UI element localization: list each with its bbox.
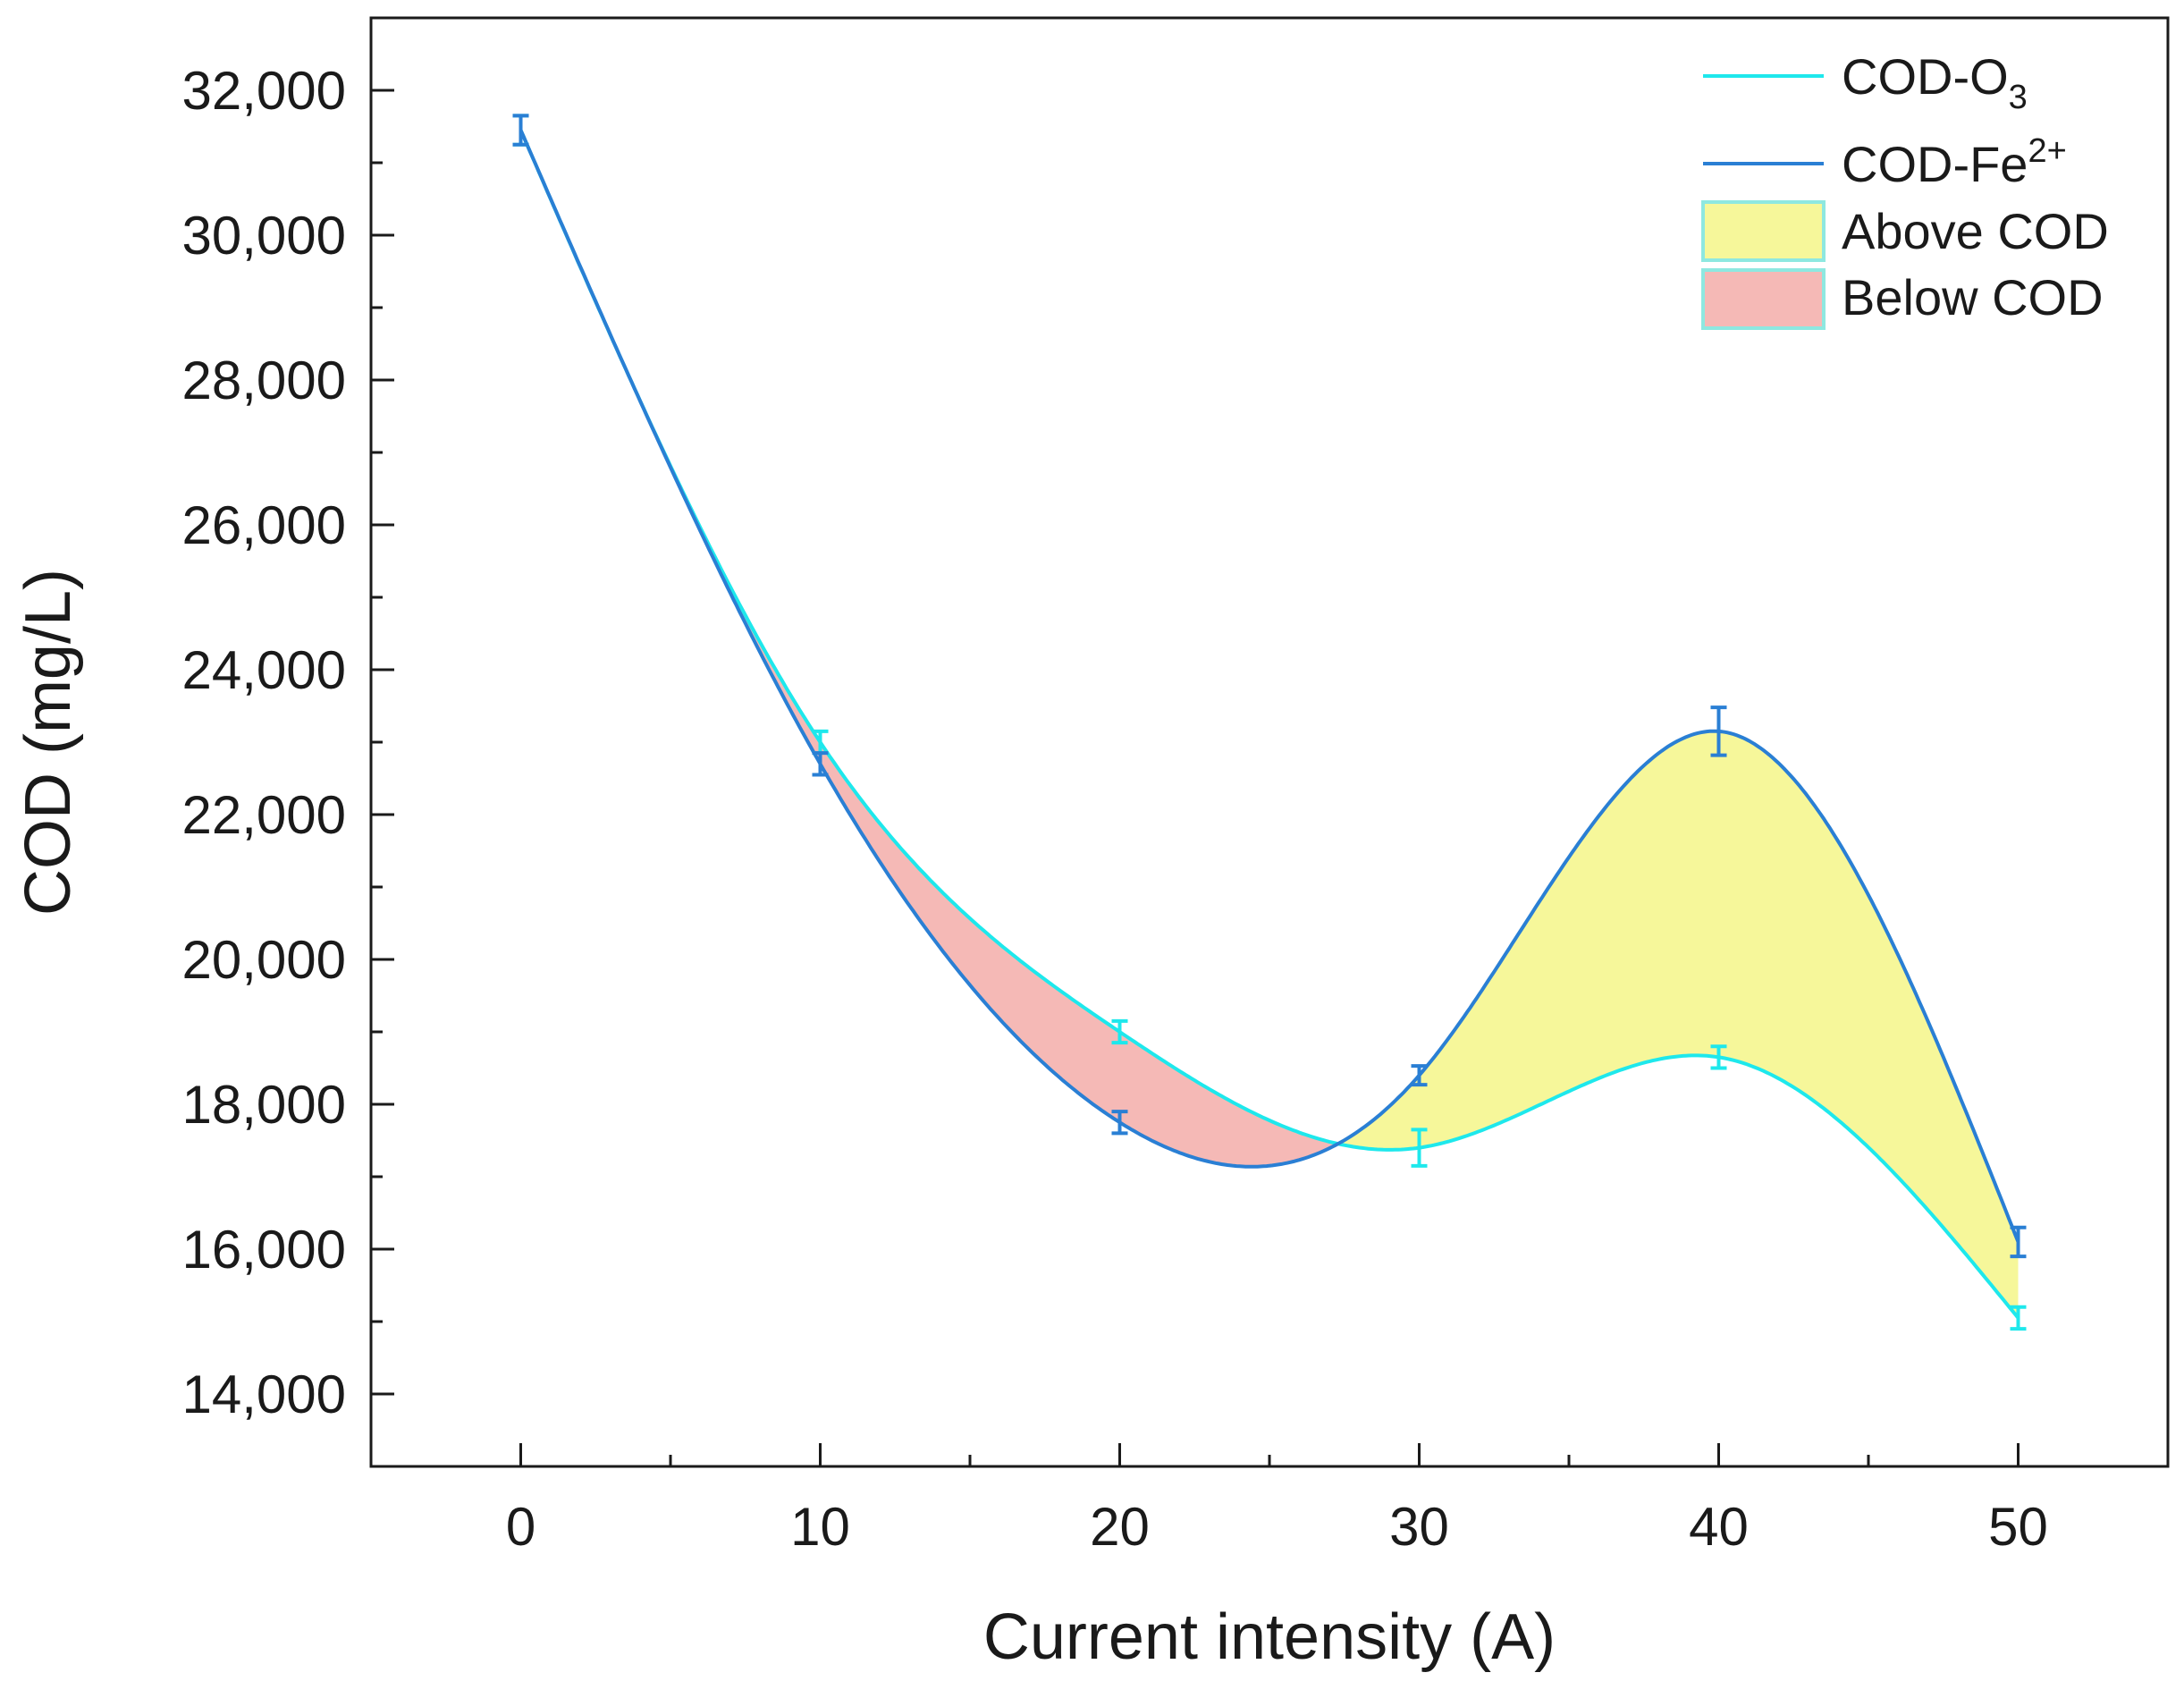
cod-fe-error-bar xyxy=(1710,705,1727,757)
legend-cod-fe-label: COD-Fe2+ xyxy=(1842,132,2067,192)
y-tick-label: 14,000 xyxy=(181,1364,346,1424)
y-tick-label: 22,000 xyxy=(181,785,346,845)
cod-fe-error-bar xyxy=(512,114,529,147)
y-tick-label: 16,000 xyxy=(181,1220,346,1280)
cod-o3-error-bar xyxy=(1111,1018,1128,1045)
y-tick-label: 32,000 xyxy=(181,61,346,121)
legend-below-cod-label: Below COD xyxy=(1842,269,2104,325)
cod-fe-error-bar xyxy=(1111,1110,1128,1136)
cod-fe-error-bar xyxy=(812,751,829,777)
legend-above-cod-label: Above COD xyxy=(1842,203,2109,259)
legend-above-cod-swatch xyxy=(1701,200,1826,262)
cod-fe-line xyxy=(519,129,2020,1243)
x-tick-label: 30 xyxy=(1389,1497,1449,1557)
cod-fe-error-bar xyxy=(2010,1225,2027,1259)
x-axis-title: Current intensity (A) xyxy=(983,1601,1556,1673)
cod-o3-error-bar xyxy=(2010,1305,2027,1331)
x-tick-label: 20 xyxy=(1090,1497,1150,1557)
error-bar-layer xyxy=(512,114,2027,1331)
y-tick-label: 30,000 xyxy=(181,206,346,266)
above-cod-area xyxy=(1338,731,2019,1318)
legend-cod-fe-superscript: 2+ xyxy=(2028,132,2066,170)
y-tick-label: 18,000 xyxy=(181,1075,346,1135)
legend-cod-fe-text: COD-Fe xyxy=(1842,136,2028,192)
legend-cod-o3-text: COD-O xyxy=(1842,48,2009,105)
y-tick-label: 28,000 xyxy=(181,351,346,410)
x-tick-label: 10 xyxy=(790,1497,850,1557)
y-tick-label: 20,000 xyxy=(181,930,346,990)
legend-below-cod-swatch xyxy=(1701,268,1826,330)
cod-o3-error-bar xyxy=(1411,1128,1428,1168)
cod-fe-error-bar xyxy=(1411,1064,1428,1087)
y-tick-label: 24,000 xyxy=(181,640,346,700)
legend-cod-o3-label: COD-O3 xyxy=(1842,48,2028,116)
cod-o3-line xyxy=(519,129,2020,1320)
y-tick-label: 26,000 xyxy=(181,495,346,555)
cod-o3-error-bar xyxy=(1710,1044,1727,1070)
line-layer xyxy=(519,129,2020,1320)
legend-cod-o3-subscript: 3 xyxy=(2009,79,2028,116)
axis-layer: 0 10 20 30 40 50 14,000 16,000 18,000 20,000 22,00… xyxy=(181,16,2170,1557)
y-axis-title: COD (mg/L) xyxy=(13,569,84,916)
x-tick-label: 50 xyxy=(1988,1497,2048,1557)
legend: COD-O3 COD-Fe2+ Above COD Below COD xyxy=(1701,48,2109,330)
x-tick-label: 0 xyxy=(506,1497,535,1557)
x-tick-label: 40 xyxy=(1689,1497,1749,1557)
